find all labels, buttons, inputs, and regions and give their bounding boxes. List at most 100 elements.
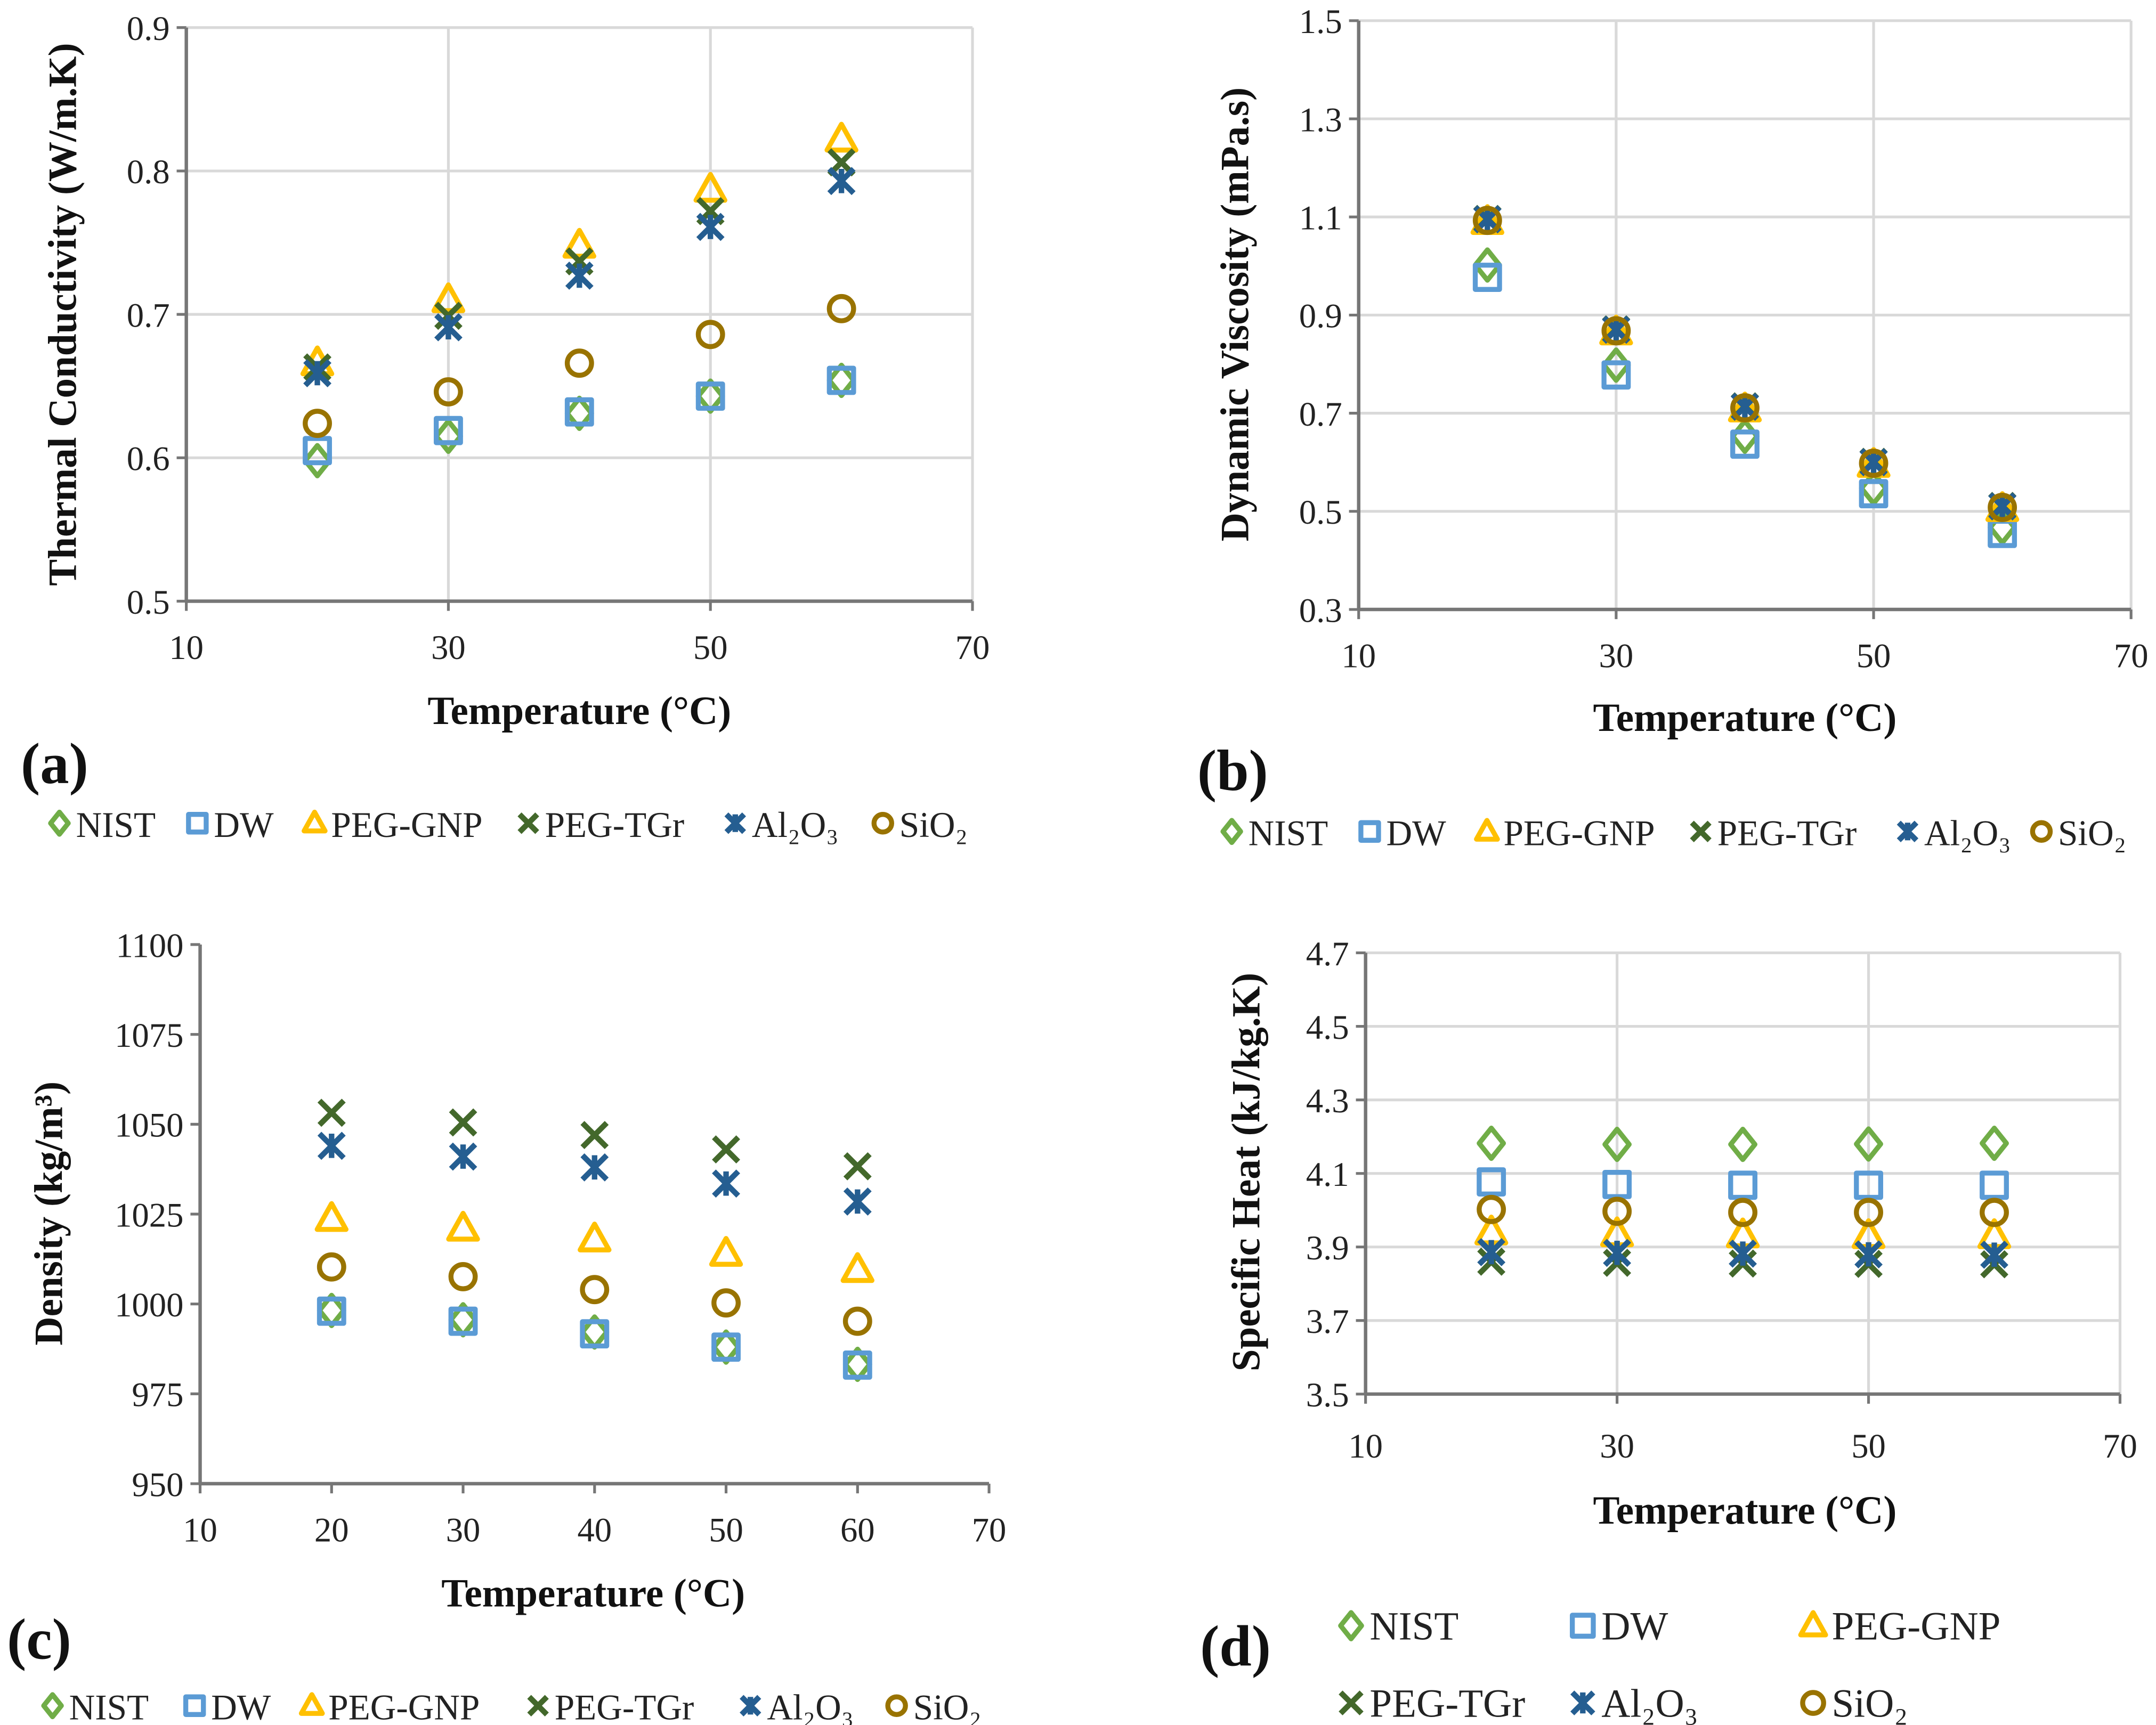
data-point-peg-gnp bbox=[314, 1201, 348, 1232]
legend-marker-triangle-icon bbox=[1474, 818, 1500, 842]
data-point-sio2 bbox=[1988, 493, 2017, 522]
data-point-peg-tgr bbox=[449, 1108, 477, 1137]
x-tick-label: 30 bbox=[446, 1511, 481, 1549]
legend-marker-x-icon bbox=[1339, 1690, 1364, 1715]
data-point-nist bbox=[303, 443, 332, 478]
data-point-dw bbox=[711, 1332, 741, 1362]
x-axis-title: Temperature (°C) bbox=[441, 1571, 745, 1615]
y-tick-label: 4.5 bbox=[1306, 1008, 1349, 1046]
data-point-sio2 bbox=[1728, 1198, 1758, 1227]
legend-marker-diamond-icon bbox=[1220, 818, 1243, 845]
legend-label: PEG-TGr bbox=[1369, 1681, 1525, 1725]
legend-label: PEG-GNP bbox=[331, 805, 482, 845]
data-point-sio2 bbox=[842, 1306, 872, 1336]
y-tick-label: 3.9 bbox=[1306, 1228, 1349, 1267]
data-point-peg-gnp bbox=[562, 227, 597, 259]
legend-marker-circle-icon bbox=[2030, 820, 2053, 843]
data-point-nist bbox=[1477, 1125, 1506, 1161]
legend-label: Al₂O₃ bbox=[1924, 813, 2011, 853]
legend-marker-square-icon bbox=[183, 1694, 206, 1717]
data-point-dw bbox=[1601, 360, 1631, 390]
legend-label: DW bbox=[1386, 813, 1446, 853]
y-axis-title: Specific Heat (kJ/kg.K) bbox=[1224, 973, 1268, 1371]
y-tick-label: 0.7 bbox=[1299, 395, 1342, 433]
legend-label: PEG-TGr bbox=[545, 805, 685, 845]
y-tick-label: 1050 bbox=[115, 1106, 183, 1144]
legend-item-peg-gnp: PEG-GNP bbox=[1798, 1605, 2001, 1649]
data-point-peg-gnp bbox=[693, 172, 727, 203]
legend-marker-diamond-icon bbox=[41, 1692, 64, 1720]
legend-item-sio2: SiO₂ bbox=[1800, 1681, 1908, 1725]
data-point-dw bbox=[564, 397, 594, 427]
data-point-peg-tgr bbox=[580, 1121, 609, 1150]
y-tick-label: 975 bbox=[132, 1376, 183, 1414]
legend-item-sio2: SiO₂ bbox=[871, 805, 968, 845]
legend-item-al2o3: Al₂O₃ bbox=[724, 805, 839, 845]
data-point-al2o3 bbox=[1729, 1239, 1757, 1268]
y-tick-label: 1.3 bbox=[1299, 100, 1342, 139]
legend-item-nist: NIST bbox=[1338, 1605, 1458, 1649]
y-axis-title: Density (kg/m³) bbox=[27, 1081, 71, 1346]
data-point-dw bbox=[448, 1306, 478, 1336]
legend-item-peg-gnp: PEG-GNP bbox=[302, 805, 483, 845]
data-point-al2o3 bbox=[449, 1142, 477, 1171]
legend-label: DW bbox=[211, 1688, 271, 1725]
legend-item-peg-gnp: PEG-GNP bbox=[298, 1688, 480, 1725]
legend-item-sio2: SiO₂ bbox=[2030, 813, 2126, 853]
legend-marker-square-icon bbox=[1569, 1613, 1596, 1639]
data-point-al2o3 bbox=[317, 1132, 346, 1160]
data-point-nist bbox=[1472, 247, 1502, 283]
legend-label: PEG-GNP bbox=[1832, 1605, 2001, 1649]
legend-label: PEG-TGr bbox=[555, 1688, 694, 1725]
data-point-peg-gnp bbox=[824, 121, 858, 153]
y-tick-label: 0.3 bbox=[1299, 591, 1342, 629]
x-tick-label: 50 bbox=[1857, 637, 1891, 675]
legend-marker-star-icon bbox=[740, 1695, 761, 1716]
data-point-al2o3 bbox=[1603, 1239, 1632, 1267]
legend-item-peg-tgr: PEG-TGr bbox=[1690, 813, 1857, 853]
legend-marker-triangle-icon bbox=[1798, 1610, 1828, 1638]
x-tick-label: 30 bbox=[431, 628, 466, 666]
y-tick-label: 0.7 bbox=[127, 296, 170, 334]
y-tick-label: 4.7 bbox=[1306, 934, 1349, 973]
y-axis-title: Thermal Conductivity (W/m.K) bbox=[41, 43, 85, 585]
data-point-al2o3 bbox=[1477, 1238, 1506, 1266]
data-point-sio2 bbox=[564, 348, 594, 378]
data-point-peg-tgr bbox=[317, 1099, 346, 1127]
data-point-peg-tgr bbox=[712, 1135, 740, 1164]
data-point-dw bbox=[1472, 263, 1502, 292]
legend-item-peg-tgr: PEG-TGr bbox=[517, 805, 685, 845]
legend-marker-star-icon bbox=[724, 812, 747, 834]
legend-label: NIST bbox=[1249, 813, 1328, 853]
data-point-al2o3 bbox=[580, 1153, 609, 1182]
x-tick-label: 20 bbox=[314, 1511, 349, 1549]
data-point-sio2 bbox=[711, 1288, 741, 1318]
data-point-sio2 bbox=[1730, 393, 1760, 422]
y-tick-label: 1100 bbox=[116, 926, 183, 964]
data-point-dw bbox=[842, 1350, 872, 1380]
data-point-nist bbox=[1854, 1126, 1883, 1162]
data-point-dw bbox=[1854, 1170, 1883, 1200]
legend-marker-diamond-icon bbox=[48, 809, 71, 837]
data-point-nist bbox=[1730, 418, 1760, 454]
data-point-peg-gnp bbox=[709, 1236, 743, 1267]
y-tick-label: 3.5 bbox=[1306, 1376, 1349, 1414]
data-point-sio2 bbox=[695, 320, 725, 349]
legend-marker-x-icon bbox=[517, 812, 539, 834]
legend-marker-circle-icon bbox=[871, 812, 894, 835]
chart-panel-d: 3.5 3.7 3.9 4.1 4.3 4.5 4.7 10 30 50 70 Temperature… bbox=[1200, 934, 2137, 1725]
data-point-dw bbox=[433, 416, 463, 445]
y-tick-label: 950 bbox=[132, 1465, 183, 1503]
y-tick-label: 0.5 bbox=[1299, 493, 1342, 531]
legend-item-dw: DW bbox=[1358, 813, 1446, 853]
y-tick-label: 0.6 bbox=[127, 440, 170, 478]
x-axis-title: Temperature (°C) bbox=[427, 689, 731, 733]
legend-label: NIST bbox=[76, 805, 156, 845]
x-tick-label: 70 bbox=[972, 1511, 1007, 1549]
data-point-nist bbox=[1601, 347, 1631, 383]
legend-label: SiO₂ bbox=[1832, 1681, 1908, 1725]
data-point-peg-tgr bbox=[843, 1152, 872, 1181]
legend-item-nist: NIST bbox=[41, 1688, 149, 1725]
data-point-nist bbox=[826, 362, 856, 398]
x-axis-title: Temperature (°C) bbox=[1593, 696, 1897, 740]
